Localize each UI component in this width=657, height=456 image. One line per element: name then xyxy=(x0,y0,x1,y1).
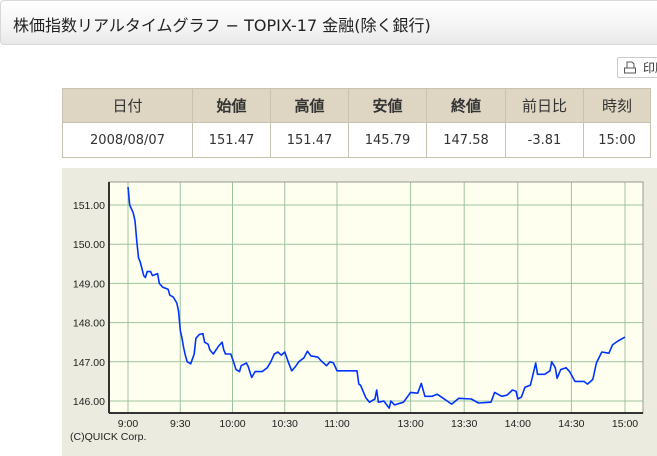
x-tick-label: 13:30 xyxy=(451,418,477,430)
cell-open: 151.47 xyxy=(192,122,271,158)
print-label: 印刷 xyxy=(643,61,657,75)
printer-icon xyxy=(624,61,636,73)
quote-header-row: 日付 始値 高値 安値 終値 前日比 時刻 xyxy=(62,88,651,123)
y-tick-label: 147.00 xyxy=(73,357,105,369)
cell-low: 145.79 xyxy=(348,122,427,158)
x-tick-label: 9:00 xyxy=(118,418,139,430)
cell-change: -3.81 xyxy=(505,122,584,158)
cell-close: 147.58 xyxy=(426,122,506,158)
col-date: 日付 xyxy=(62,88,193,123)
table-row: 2008/08/07 151.47 151.47 145.79 147.58 -… xyxy=(62,122,651,158)
col-low: 安値 xyxy=(348,88,427,123)
page-title-bar: 株価指数リアルタイムグラフ − TOPIX-17 金融(除く銀行) xyxy=(0,0,657,45)
x-tick-label: 11:00 xyxy=(324,418,350,430)
cell-date: 2008/08/07 xyxy=(62,122,193,158)
x-tick-label: 14:30 xyxy=(558,418,584,430)
cell-time: 15:00 xyxy=(583,122,651,158)
x-tick-label: 15:00 xyxy=(612,418,638,430)
col-close: 終値 xyxy=(426,88,506,123)
y-tick-label: 149.00 xyxy=(73,278,105,290)
copyright-label: (C)QUICK Corp. xyxy=(70,431,146,443)
plot-area xyxy=(109,182,643,413)
y-tick-label: 151.00 xyxy=(73,200,105,212)
page-title: 株価指数リアルタイムグラフ − TOPIX-17 金融(除く銀行) xyxy=(13,16,431,35)
y-tick-label: 150.00 xyxy=(73,239,105,251)
price-line xyxy=(127,186,626,409)
x-tick-label: 10:30 xyxy=(272,418,298,430)
y-tick-label: 148.00 xyxy=(73,318,105,330)
col-high: 高値 xyxy=(270,88,349,123)
print-button[interactable]: 印刷 xyxy=(617,57,657,78)
col-time: 時刻 xyxy=(583,88,651,123)
quote-table: 日付 始値 高値 安値 終値 前日比 時刻 2008/08/07 151.47 … xyxy=(62,88,651,158)
col-change: 前日比 xyxy=(505,88,584,123)
x-tick-label: 10:00 xyxy=(219,418,245,430)
y-tick-label: 146.00 xyxy=(73,396,105,408)
price-chart: 146.00 147.00 148.00 149.00 150.00 151.00 9:00… xyxy=(70,181,644,443)
x-tick-label: 13:00 xyxy=(397,418,423,430)
x-tick-label: 9:30 xyxy=(170,418,191,430)
chart-panel: 146.00 147.00 148.00 149.00 150.00 151.00 9:00… xyxy=(62,168,657,456)
col-open: 始値 xyxy=(192,88,271,123)
cell-high: 151.47 xyxy=(270,122,349,158)
x-tick-label: 14:00 xyxy=(505,418,531,430)
